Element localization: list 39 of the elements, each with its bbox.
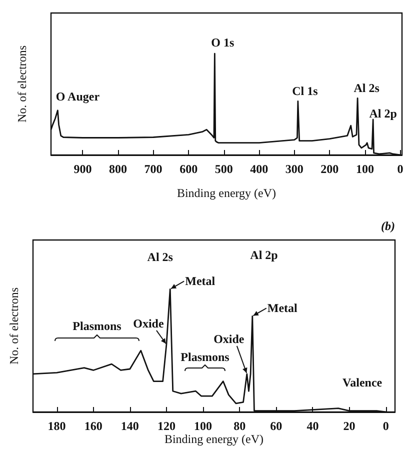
x-tick-label: 800 (109, 162, 128, 176)
x-tick-label: 400 (250, 162, 268, 176)
annotation: Oxide (133, 316, 164, 330)
x-tick-label: 100 (194, 419, 212, 433)
x-tick-label: 500 (214, 162, 233, 176)
x-tick-label: 0 (382, 419, 389, 433)
annotation: Al 2p (369, 106, 398, 120)
x-axis-title: Binding energy (eV) (164, 432, 264, 446)
x-tick-label: 200 (320, 162, 339, 176)
x-tick-label: 160 (84, 419, 102, 433)
x-tick-label: 100 (356, 162, 374, 176)
annotation: Oxide (214, 332, 245, 346)
annotation: Cl 1s (292, 84, 318, 98)
x-tick-label: 120 (157, 419, 176, 433)
annotation: Plasmons (72, 319, 122, 333)
annotation: Metal (185, 274, 216, 288)
annotation: O Auger (56, 89, 100, 104)
x-tick-label: 600 (180, 162, 198, 176)
x-tick-label: 60 (270, 419, 282, 433)
x-tick-label: 180 (48, 419, 66, 433)
x-tick-label: 80 (234, 419, 246, 433)
x-tick-label: 0 (397, 162, 404, 176)
annotation: Al 2s (354, 81, 380, 96)
x-tick-label: 140 (120, 419, 139, 433)
annotation: Metal (267, 301, 298, 316)
chart-title: (b) (381, 219, 396, 233)
x-axis-title: Binding energy (eV) (176, 186, 276, 200)
annotation: Valence (342, 375, 383, 390)
text: Al 2p (250, 248, 278, 262)
x-tick-label: 20 (343, 419, 356, 433)
annotation: Plasmons (180, 350, 230, 364)
x-tick-label: 300 (285, 162, 304, 176)
y-axis-title: No. of electrons (15, 45, 29, 122)
y-axis-title: No. of electrons (7, 287, 21, 364)
annotation: Al 2s (147, 250, 174, 264)
annotation: O 1s (211, 36, 235, 50)
x-tick-label: 900 (74, 162, 92, 176)
x-tick-label: 700 (144, 162, 162, 176)
x-tick-label: 40 (306, 419, 319, 433)
